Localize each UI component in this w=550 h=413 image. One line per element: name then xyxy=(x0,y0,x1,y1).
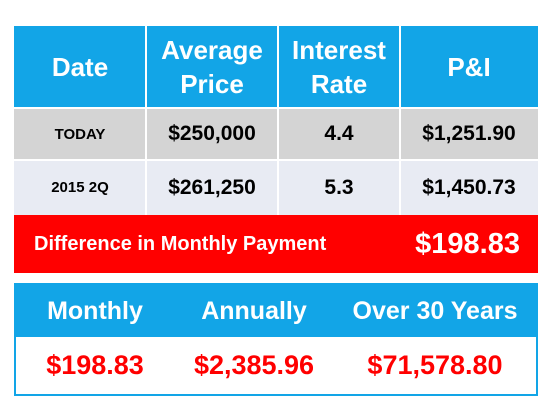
grid-line xyxy=(14,107,538,109)
summary-header-monthly: Monthly xyxy=(47,296,143,325)
row-today-rate: 4.4 xyxy=(278,108,400,160)
header-interest-rate-line2: Rate xyxy=(310,69,368,99)
header-date: Date xyxy=(14,26,146,108)
header-average-price: Average Price xyxy=(146,26,278,108)
summary-box: Monthly Annually Over 30 Years $198.83 $… xyxy=(14,283,538,396)
difference-banner: Difference in Monthly Payment $198.83 xyxy=(14,215,538,273)
row-2015-date: 2015 2Q xyxy=(14,160,146,215)
header-average-price-line1: Average xyxy=(161,35,263,65)
row-2015-price: $261,250 xyxy=(146,160,278,215)
summary-value-30-years: $71,578.80 xyxy=(367,350,503,380)
grid-line xyxy=(277,26,279,215)
header-pi: P&I xyxy=(400,26,538,108)
header-interest-rate: Interest Rate xyxy=(278,26,400,108)
summary-value-monthly: $198.83 xyxy=(46,350,144,380)
grid-line xyxy=(399,26,401,215)
header-pi-label: P&I xyxy=(447,52,491,82)
row-today-pi: $1,251.90 xyxy=(400,108,538,160)
summary-header-annually: Annually xyxy=(201,296,307,325)
row-today-date: TODAY xyxy=(14,108,146,160)
row-2015-rate: 5.3 xyxy=(278,160,400,215)
summary-header xyxy=(16,285,536,337)
grid-line xyxy=(145,26,147,215)
summary-value-annually: $2,385.96 xyxy=(193,350,315,380)
header-average-price-line2: Price xyxy=(180,69,244,99)
grid-line xyxy=(14,159,538,161)
summary-header-30-years: Over 30 Years xyxy=(352,296,518,325)
row-2015-pi: $1,450.73 xyxy=(400,160,538,215)
header-date-label: Date xyxy=(51,52,109,82)
row-today-price: $250,000 xyxy=(146,108,278,160)
difference-label: Difference in Monthly Payment xyxy=(34,232,327,255)
header-interest-rate-line1: Interest xyxy=(292,35,386,65)
difference-value: $198.83 xyxy=(415,227,520,260)
